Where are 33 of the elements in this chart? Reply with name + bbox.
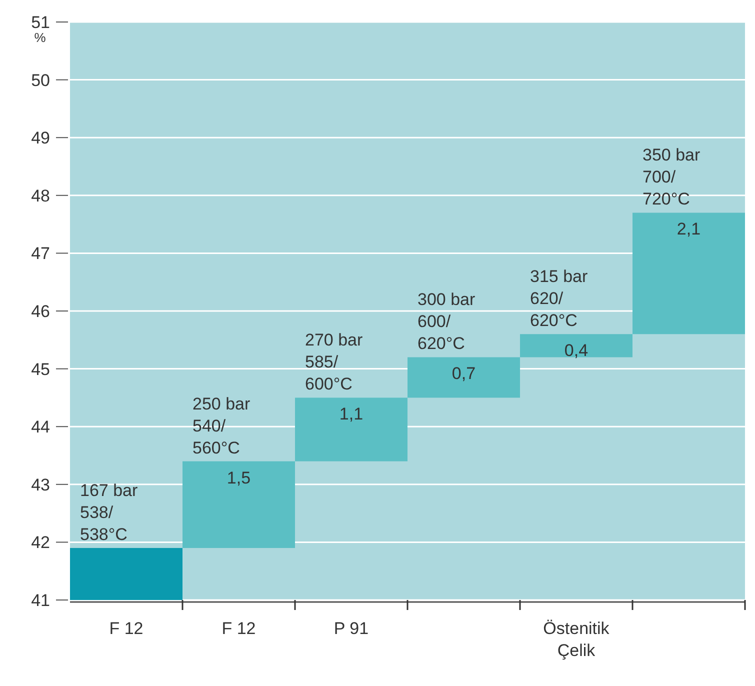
y-axis-title: % bbox=[34, 30, 46, 45]
annotation: 350 bar 700/ 720°C bbox=[642, 146, 700, 209]
y-tick-label: 46 bbox=[31, 302, 50, 321]
y-tick-label: 43 bbox=[31, 475, 50, 494]
y-tick-label: 42 bbox=[31, 533, 50, 552]
bar bbox=[408, 357, 520, 398]
data-label: 0,7 bbox=[452, 364, 476, 384]
annotation: 270 bar 585/ 600°C bbox=[305, 330, 363, 394]
data-label: 0,4 bbox=[564, 341, 588, 360]
bar bbox=[182, 461, 295, 548]
bar bbox=[70, 548, 182, 600]
y-tick-label: 47 bbox=[31, 244, 50, 264]
x-tick-label: F 12 bbox=[109, 619, 144, 638]
annotation: 300 bar 600/ 620°C bbox=[418, 290, 476, 354]
x-tick-label: P 91 bbox=[334, 619, 369, 638]
y-tick-label: 50 bbox=[31, 70, 50, 90]
annotation: 167 bar 538/ 538°C bbox=[80, 480, 138, 544]
y-tick-label: 44 bbox=[31, 418, 50, 437]
annotation: 250 bar 540/ 560°C bbox=[192, 394, 250, 458]
y-tick-label: 49 bbox=[31, 128, 50, 148]
x-tick-label: Östenitik Çelik bbox=[543, 619, 610, 660]
data-label: 1,1 bbox=[339, 404, 364, 424]
y-tick-label: 51 bbox=[31, 12, 50, 32]
data-label: 1,5 bbox=[226, 468, 251, 488]
y-tick-label: 41 bbox=[31, 590, 50, 610]
bar bbox=[632, 212, 745, 334]
annotation: 315 bar 620/ 620°C bbox=[530, 267, 588, 330]
data-label: 2,1 bbox=[676, 220, 701, 239]
x-tick-label: F 12 bbox=[222, 619, 256, 638]
y-tick-label: 45 bbox=[31, 360, 50, 379]
bar bbox=[520, 334, 632, 358]
y-tick-label: 48 bbox=[31, 186, 50, 206]
bar bbox=[295, 398, 408, 462]
